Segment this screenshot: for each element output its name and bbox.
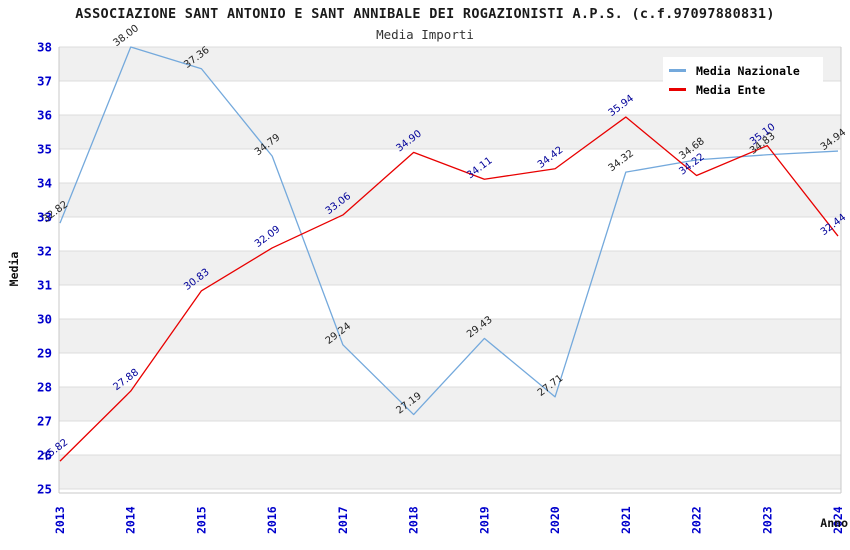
y-tick-label: 26 [37, 448, 52, 463]
x-tick-label: 2024 [831, 506, 845, 534]
y-tick-label: 37 [37, 74, 52, 89]
x-tick-label: 2017 [336, 506, 350, 534]
y-tick-label: 29 [37, 346, 52, 361]
x-tick-label: 2022 [690, 506, 704, 534]
plot-stripe [59, 319, 841, 353]
x-tick-label: 2023 [760, 506, 774, 534]
plot-stripe [59, 455, 841, 489]
x-tick-label: 2014 [124, 506, 138, 534]
y-tick-label: 36 [37, 108, 52, 123]
x-tick-label: 2020 [548, 506, 562, 534]
media-nazionale-line-swatch-icon [669, 69, 686, 72]
chart-title: ASSOCIAZIONE SANT ANTONIO E SANT ANNIBAL… [75, 6, 775, 22]
legend-item-media-nazionale: Media Nazionale [669, 61, 817, 80]
x-tick-label: 2013 [53, 506, 67, 534]
y-tick-label: 30 [37, 312, 52, 327]
plot-stripe [59, 115, 841, 149]
x-tick-label: 2021 [619, 506, 633, 534]
x-tick-label: 2016 [265, 506, 279, 534]
y-tick-label: 25 [37, 482, 52, 497]
x-tick-label: 2015 [194, 506, 208, 534]
x-axis-label: Anno [820, 516, 848, 530]
y-tick-label: 27 [37, 414, 52, 429]
legend-label: Media Ente [696, 82, 766, 97]
legend-item-media-ente: Media Ente [669, 80, 817, 99]
y-tick-label: 35 [37, 142, 52, 157]
y-tick-label: 32 [37, 244, 52, 259]
x-tick-label: 2018 [407, 506, 421, 534]
plot-stripe [59, 251, 841, 285]
plot-stripe [59, 183, 841, 217]
plot-stripe [59, 387, 841, 421]
y-tick-label: 34 [37, 176, 52, 191]
legend-label: Media Nazionale [696, 63, 800, 78]
point-value-label: 38.00 [111, 23, 140, 49]
y-tick-label: 38 [37, 40, 52, 55]
series-line-media-ente [59, 116, 839, 462]
series-line-media-nazionale [59, 46, 839, 416]
x-tick-label: 2019 [477, 506, 491, 534]
media-ente-line-swatch-icon [669, 88, 686, 91]
chart-legend: Media Nazionale Media Ente [663, 57, 823, 105]
y-tick-label: 28 [37, 380, 52, 395]
chart-subtitle: Media Importi [376, 27, 474, 42]
y-tick-label: 33 [37, 210, 52, 225]
y-tick-label: 31 [37, 278, 52, 293]
